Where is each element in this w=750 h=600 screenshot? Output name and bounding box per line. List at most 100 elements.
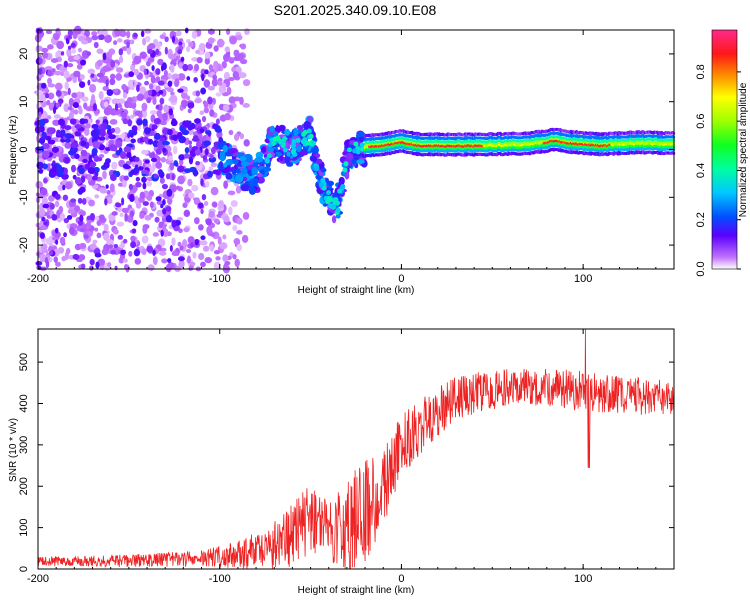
heatmap-cell: [162, 112, 168, 122]
heatmap-cell: [199, 240, 208, 246]
heatmap-cell: [118, 98, 126, 104]
heatmap-cell: [192, 251, 197, 259]
heatmap-cell: [241, 234, 249, 243]
heatmap-cell: [148, 152, 156, 159]
heatmap-cell: [331, 215, 337, 224]
heatmap-cell: [87, 68, 96, 74]
heatmap-cell: [40, 82, 47, 89]
heatmap-cell: [221, 82, 227, 89]
heatmap-cell: [42, 51, 49, 59]
heatmap-cell: [104, 34, 112, 43]
heatmap-cell: [232, 253, 237, 260]
heatmap-cell: [131, 228, 137, 234]
heatmap-cell: [236, 217, 243, 225]
heatmap-cell: [215, 256, 221, 261]
heatmap-cell: [103, 107, 112, 116]
heatmap-cell: [318, 182, 324, 188]
heatmap-cell: [222, 254, 229, 262]
heatmap-cell: [109, 183, 115, 193]
heatmap-cell: [89, 213, 96, 221]
heatmap-cell: [290, 149, 296, 155]
heatmap-cell: [63, 232, 67, 238]
heatmap-cell: [282, 136, 288, 142]
heatmap-cell: [202, 245, 210, 252]
heatmap-cell: [235, 185, 242, 194]
heatmap-cell: [47, 69, 53, 77]
heatmap-cell: [92, 239, 98, 244]
heatmap-cell: [207, 170, 214, 178]
heatmap-cell: [152, 96, 157, 105]
y-tick-label: 10: [18, 96, 30, 108]
heatmap-cell: [194, 148, 201, 156]
heatmap-cell: [311, 140, 317, 146]
heatmap-cell: [147, 264, 155, 272]
heatmap-cell: [95, 261, 100, 269]
heatmap-cell: [180, 56, 185, 62]
heatmap-cell: [146, 181, 153, 187]
heatmap-cell: [256, 172, 263, 178]
heatmap-cell: [91, 184, 99, 189]
heatmap-cell: [200, 178, 204, 186]
heatmap-cell: [121, 197, 125, 206]
heatmap-cell: [208, 166, 214, 172]
heatmap-cell: [239, 156, 247, 161]
heatmap-cell: [67, 55, 75, 63]
heatmap-cell: [87, 119, 92, 124]
heatmap-cell: [80, 140, 87, 147]
heatmap-cell: [96, 220, 102, 226]
heatmap-cell: [251, 166, 258, 176]
heatmap-cell: [208, 210, 215, 218]
y-tick-label: 200: [18, 477, 30, 495]
heatmap-cell: [196, 56, 203, 64]
heatmap-cell: [219, 153, 226, 162]
heatmap-cell: [149, 201, 154, 209]
heatmap-cell: [71, 92, 78, 99]
heatmap-cell: [139, 191, 146, 200]
heatmap-cell: [155, 68, 161, 75]
heatmap-cell: [115, 202, 122, 208]
heatmap-cell: [146, 195, 153, 201]
heatmap-cell: [141, 169, 149, 175]
heatmap-cell: [66, 48, 72, 58]
heatmap-cell: [81, 40, 89, 45]
heatmap-cell: [67, 29, 73, 37]
heatmap-cell: [217, 236, 222, 245]
heatmap-cell: [64, 81, 69, 90]
heatmap-cell: [346, 147, 352, 153]
heatmap-cell: [223, 215, 230, 223]
heatmap-cell: [306, 128, 312, 134]
heatmap-cell: [138, 166, 144, 171]
heatmap-cell: [214, 124, 221, 133]
heatmap-cell: [191, 30, 198, 39]
heatmap-cell: [193, 169, 198, 177]
y-tick-label: 500: [18, 353, 30, 371]
heatmap-cell: [242, 79, 251, 87]
heatmap-cell: [141, 248, 147, 256]
heatmap-cell: [166, 188, 173, 197]
heatmap-cell: [59, 236, 66, 245]
heatmap-cell: [110, 249, 117, 255]
heatmap-cell: [201, 73, 205, 82]
heatmap-cell: [162, 127, 169, 135]
heatmap-cell: [163, 104, 169, 113]
heatmap-cell: [165, 206, 172, 212]
heatmap-cell: [144, 28, 152, 34]
heatmap-cell: [73, 109, 79, 115]
heatmap-cell: [78, 210, 86, 217]
heatmap-cell: [94, 216, 100, 221]
heatmap-cell: [99, 214, 105, 221]
heatmap-cell: [156, 109, 162, 118]
heatmap-cell: [61, 256, 67, 262]
heatmap-cell: [79, 214, 84, 223]
heatmap-cell: [47, 139, 56, 145]
heatmap-cell: [131, 125, 138, 133]
heatmap-cell: [114, 126, 121, 134]
heatmap-cell: [39, 232, 45, 239]
heatmap-cell: [217, 80, 223, 86]
heatmap-cell: [136, 93, 145, 101]
snr-series-line: [38, 329, 674, 569]
heatmap-cell: [89, 161, 97, 168]
heatmap-cell: [88, 199, 95, 207]
spectrogram-y-ticks: -20 -10 0 10 20: [18, 48, 674, 253]
heatmap-cell: [67, 45, 72, 50]
